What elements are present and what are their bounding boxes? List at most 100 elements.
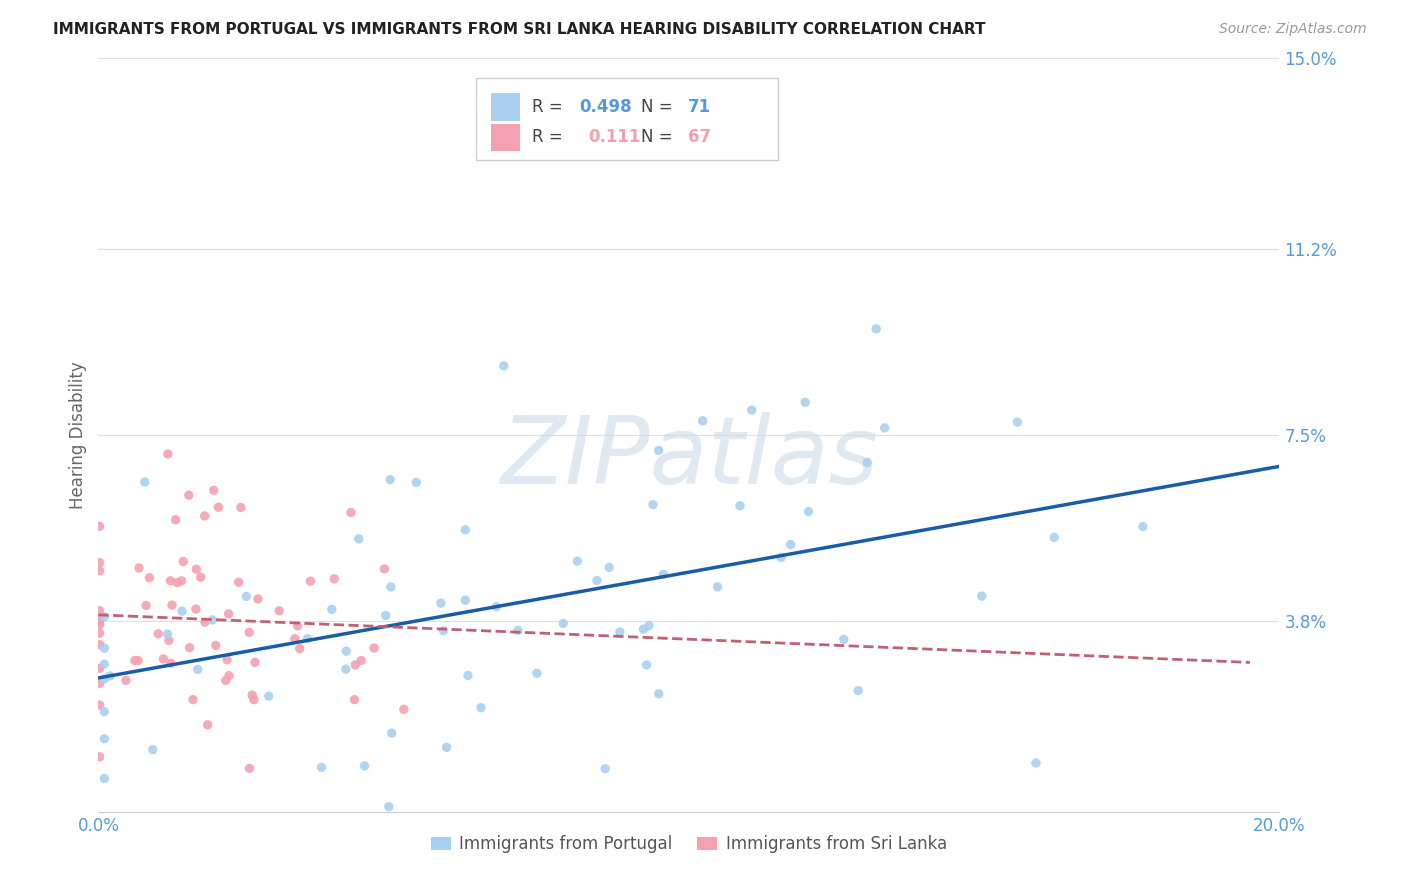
Point (93, 772, 115, 786)
Point (832, 632, 855, 647)
Point (179, 640, 201, 655)
Point (648, 687, 671, 701)
Point (89, 638, 111, 652)
Point (93, 657, 115, 671)
Point (392, 702, 415, 716)
Point (93, 731, 115, 746)
Point (89, 564, 111, 578)
Point (157, 633, 180, 648)
Point (228, 575, 250, 590)
Point (170, 574, 193, 588)
Point (89, 556, 111, 570)
Point (240, 688, 263, 702)
Point (218, 607, 240, 621)
Point (797, 505, 820, 519)
Point (297, 632, 319, 646)
Point (405, 475, 427, 490)
Point (89, 615, 111, 629)
Point (856, 455, 879, 469)
Point (134, 475, 156, 489)
Point (93, 705, 115, 719)
Point (454, 523, 477, 537)
Point (89, 604, 111, 618)
Point (593, 762, 616, 776)
Point (299, 574, 322, 588)
Point (181, 692, 204, 706)
Point (873, 421, 896, 435)
Point (152, 652, 174, 666)
Point (728, 499, 751, 513)
Point (633, 622, 655, 636)
Point (323, 572, 346, 586)
Point (197, 718, 219, 732)
Point (586, 574, 609, 588)
Point (93, 610, 115, 624)
Point (184, 602, 207, 616)
Text: IMMIGRANTS FROM PORTUGAL VS IMMIGRANTS FROM SRI LANKA HEARING DISABILITY CORRELA: IMMIGRANTS FROM PORTUGAL VS IMMIGRANTS F… (53, 22, 986, 37)
Point (609, 625, 631, 640)
Point (160, 598, 183, 612)
Point (235, 590, 257, 604)
Point (89, 626, 111, 640)
Point (335, 662, 357, 676)
Point (344, 657, 367, 672)
Text: 0.498: 0.498 (579, 98, 631, 116)
Point (243, 656, 266, 670)
Point (638, 618, 661, 632)
Text: ZIPatlas: ZIPatlas (501, 412, 877, 503)
Point (98, 669, 121, 683)
Point (170, 604, 193, 618)
Point (204, 639, 226, 653)
Point (378, 799, 401, 814)
Point (1132, 519, 1154, 533)
Point (706, 580, 728, 594)
Point (128, 561, 150, 575)
Text: 71: 71 (688, 98, 711, 116)
Point (378, 473, 401, 487)
Point (470, 700, 492, 714)
Point (166, 575, 188, 590)
Point (89, 750, 111, 764)
Point (340, 506, 363, 520)
Point (165, 513, 187, 527)
Point (89, 612, 111, 626)
Point (159, 656, 181, 670)
Point (127, 654, 149, 668)
Point (567, 554, 589, 568)
Point (1043, 530, 1066, 544)
Point (156, 447, 179, 461)
Point (288, 641, 311, 656)
Point (287, 619, 309, 633)
Text: N =: N = (641, 98, 678, 116)
Point (381, 726, 404, 740)
Point (218, 668, 240, 682)
Point (156, 627, 179, 641)
Point (335, 644, 357, 658)
Point (432, 624, 454, 638)
Point (770, 550, 793, 565)
Point (201, 613, 224, 627)
Point (1007, 415, 1029, 429)
Legend: Immigrants from Portugal, Immigrants from Sri Lanka: Immigrants from Portugal, Immigrants fro… (425, 829, 953, 860)
Point (238, 625, 260, 640)
Point (187, 662, 209, 676)
Point (692, 414, 714, 428)
Point (269, 604, 291, 618)
Point (553, 616, 575, 631)
Point (93, 672, 115, 686)
Point (243, 692, 266, 706)
Point (647, 443, 669, 458)
Point (652, 567, 675, 582)
Point (172, 555, 194, 569)
Point (89, 698, 111, 712)
Point (159, 574, 181, 588)
Point (89, 676, 111, 690)
Point (492, 359, 515, 373)
Point (846, 683, 869, 698)
Point (353, 759, 375, 773)
Point (246, 591, 269, 606)
Point (93, 641, 115, 656)
Point (207, 500, 229, 515)
Point (177, 488, 200, 502)
Text: R =: R = (531, 128, 568, 146)
